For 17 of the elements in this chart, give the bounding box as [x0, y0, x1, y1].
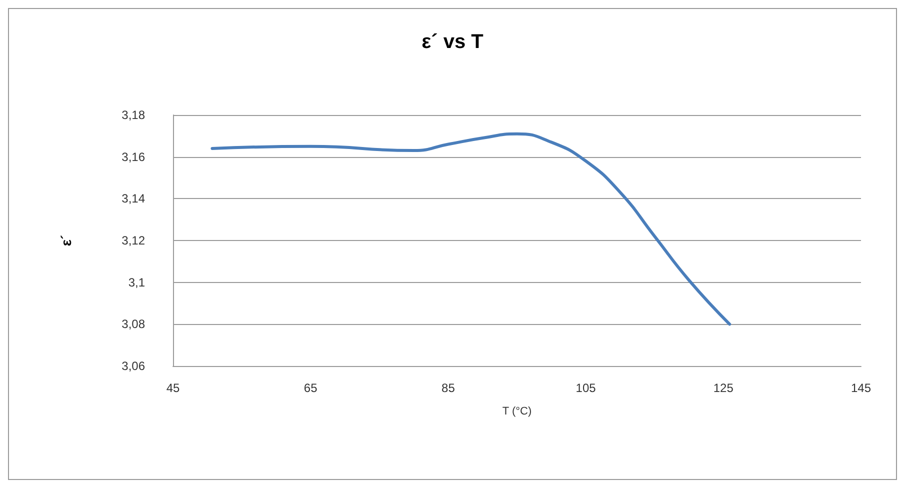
- x-axis-title: T (°C): [502, 406, 532, 418]
- y-tick-label: 3,12: [122, 234, 146, 248]
- y-tick-label: 3,18: [122, 108, 146, 122]
- x-tick-label: 145: [850, 381, 872, 395]
- x-tick-label: 85: [442, 381, 456, 395]
- y-tick-label: 3,1: [128, 275, 146, 290]
- y-tick-label: 3,06: [122, 359, 146, 373]
- y-axis-title: ε´: [58, 234, 74, 246]
- x-tick-label: 45: [166, 381, 180, 395]
- x-tick-label: 125: [713, 381, 734, 395]
- x-tick-label: 105: [576, 381, 596, 395]
- y-tick-label: 3,16: [122, 150, 146, 164]
- line-series: [210, 132, 732, 326]
- chart-title: ε´ vs T: [422, 31, 484, 53]
- y-tick-label: 3,14: [122, 192, 146, 206]
- y-tick-label: 3,08: [122, 317, 146, 332]
- x-tick-label: 65: [304, 381, 318, 395]
